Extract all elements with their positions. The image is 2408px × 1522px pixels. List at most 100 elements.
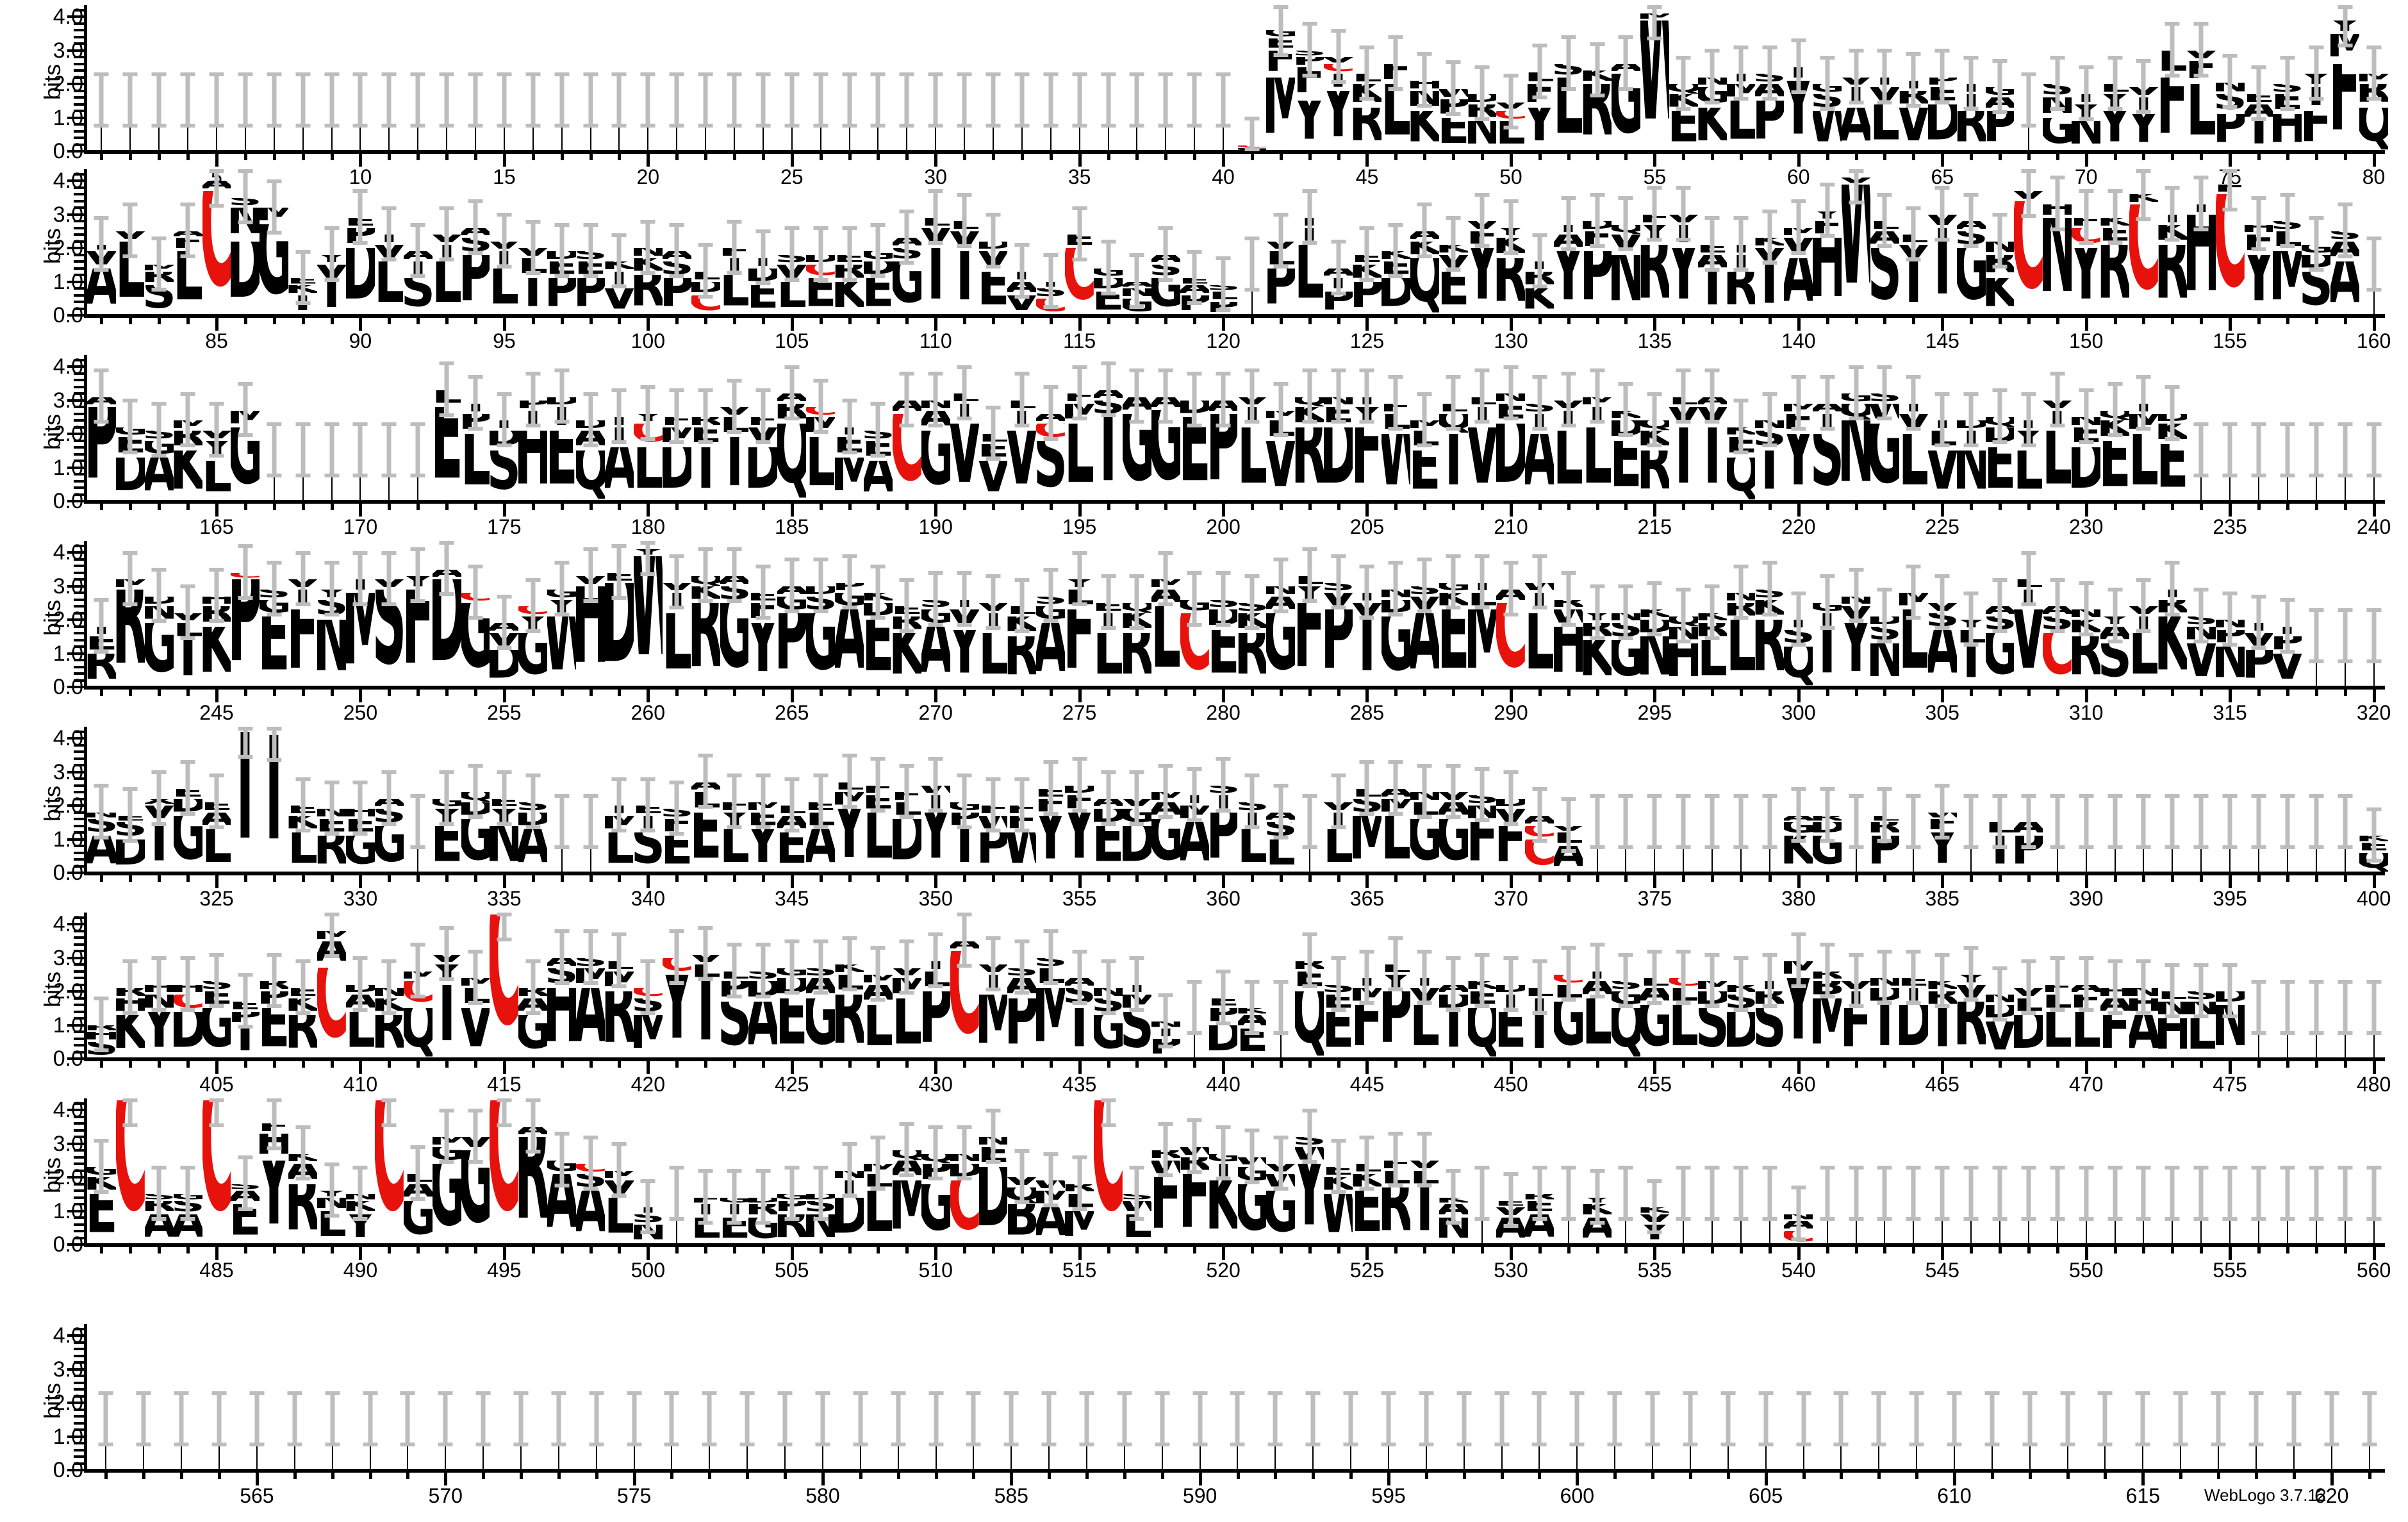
logo-letter-I: I	[1410, 1187, 1439, 1245]
error-bar	[468, 72, 483, 128]
logo-letter-L: L	[605, 1198, 634, 1245]
error-bar	[209, 402, 224, 458]
x-tick-166	[243, 504, 247, 510]
x-tick-408	[301, 1061, 305, 1068]
logo-column-14	[461, 5, 490, 151]
logo-column-322: DSE	[116, 727, 145, 873]
error-bar	[1244, 979, 1260, 1036]
logo-column-408: RKE	[288, 913, 317, 1059]
x-tick-372	[1567, 875, 1571, 882]
logo-column-618	[2238, 1324, 2275, 1470]
logo-column-617	[2200, 1324, 2238, 1470]
error-bar-stem	[2114, 1221, 2116, 1245]
logo-letter-N: N	[1957, 451, 1986, 501]
logo-column-387: IL	[1986, 727, 2014, 873]
error-bar	[985, 936, 1001, 992]
logo-column-75: PSN	[2216, 5, 2245, 151]
error-bar	[1647, 186, 1662, 242]
error-bar-stem	[821, 1446, 823, 1470]
error-bar	[957, 192, 972, 249]
error-bar	[870, 757, 886, 813]
error-bar	[928, 1125, 943, 1181]
x-tick-87	[272, 318, 276, 324]
logo-column-514: AMW	[1036, 1098, 1065, 1245]
error-bar	[1963, 793, 1979, 850]
logo-column-153: RKI	[2158, 169, 2187, 315]
error-bar	[1302, 22, 1317, 78]
x-tick-370	[1509, 875, 1513, 888]
logo-column-230: DEN	[2072, 355, 2100, 501]
logo-column-8	[288, 5, 317, 151]
x-tick-26	[819, 154, 823, 160]
logo-column-101: PSA	[663, 169, 691, 315]
error-bar	[1014, 939, 1030, 995]
error-bar	[1216, 970, 1231, 1026]
logo-column-475: ND	[2216, 913, 2245, 1059]
logo-letter-L: L	[1669, 1005, 1698, 1059]
error-bar-stem	[1970, 849, 1972, 873]
logo-letter-V: V	[1007, 431, 1036, 501]
logo-column-252: FY	[404, 541, 433, 687]
x-tick-88	[301, 318, 305, 324]
x-tick-label-600: 600	[1560, 1484, 1594, 1508]
logo-column-341: EFS	[663, 727, 691, 873]
logo-column-267: AGP	[835, 541, 864, 687]
logo-column-264: YFE	[748, 541, 777, 687]
error-bar	[1796, 1391, 1811, 1447]
error-bar	[468, 564, 483, 620]
x-tick-111	[963, 318, 967, 324]
error-bar	[1417, 763, 1432, 820]
error-bar	[813, 939, 829, 995]
error-bar	[1331, 1138, 1346, 1195]
logo-column-471: FAH	[2100, 913, 2129, 1059]
logo-letter-M: M	[1813, 998, 1842, 1059]
logo-column-359: AMI	[1180, 727, 1209, 873]
x-tick-96	[531, 318, 535, 324]
error-bar-stem	[1237, 1446, 1239, 1470]
error-bar	[151, 956, 167, 1013]
error-bar-stem	[445, 1446, 447, 1470]
logo-column-460: YM	[1784, 913, 1813, 1059]
logo-letter-M: M	[1353, 816, 1381, 873]
logo-column-19	[605, 5, 634, 151]
x-tick-307	[1999, 690, 2002, 696]
logo-column-345: EAL	[777, 727, 806, 873]
x-tick-253	[445, 690, 449, 696]
logo-column-493: GGM	[433, 1098, 461, 1245]
x-tick-161	[100, 504, 104, 510]
error-bar	[525, 773, 541, 830]
error-bar	[1359, 1135, 1374, 1191]
error-bar	[727, 378, 742, 434]
logo-letter-I: I	[691, 981, 720, 1059]
error-bar	[669, 388, 684, 445]
y-tick-0.0: 0.0	[53, 676, 83, 698]
x-tick-54	[1624, 154, 1628, 160]
x-tick-154	[2200, 318, 2204, 324]
error-bar	[1079, 1391, 1094, 1447]
x-tick-472	[2142, 1061, 2146, 1068]
error-bar	[1129, 1165, 1144, 1221]
error-bar-stem	[1194, 1035, 1196, 1059]
x-tick-420	[647, 1061, 650, 1074]
x-tick-367	[1423, 875, 1427, 882]
logo-column-41: GC	[1238, 5, 1266, 151]
error-bar-stem	[1855, 849, 1857, 873]
logo-column-26	[806, 5, 835, 151]
error-bar	[267, 422, 282, 478]
y-minor-tick	[74, 62, 84, 65]
error-bar	[1359, 368, 1374, 424]
logo-column-138: RIT	[1727, 169, 1755, 315]
error-bar	[497, 213, 512, 269]
logo-column-596	[1407, 1324, 1445, 1470]
logo-column-565	[238, 1324, 276, 1470]
error-bar	[1906, 793, 1921, 850]
x-tick-23	[732, 154, 736, 160]
logo-column-194: SCA	[1036, 355, 1065, 501]
logo-column-244: ILV	[174, 541, 202, 687]
error-bar	[1014, 243, 1030, 299]
x-tick-512	[991, 1247, 995, 1253]
logo-column-204: DEN	[1324, 355, 1353, 501]
logo-column-147: KRN	[1986, 169, 2014, 315]
logo-letter-S: S	[1698, 1008, 1727, 1059]
error-bar	[2050, 793, 2065, 850]
